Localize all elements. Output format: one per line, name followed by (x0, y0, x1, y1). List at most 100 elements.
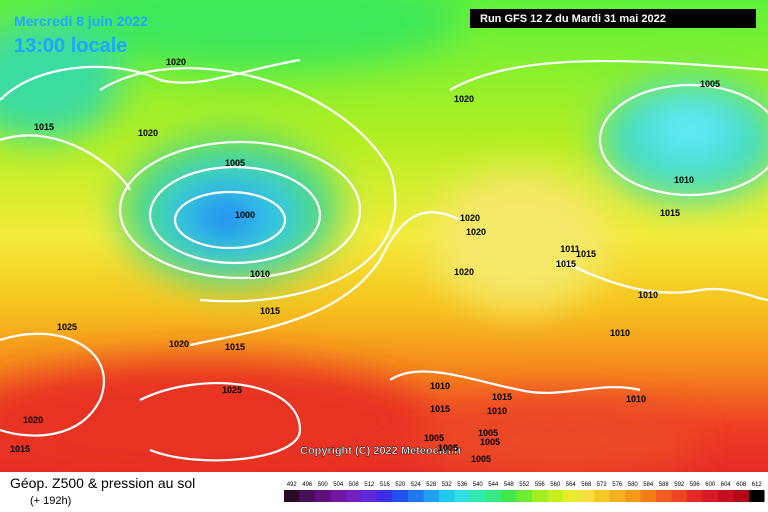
scale-swatch (656, 490, 672, 502)
isobar-label: 1015 (10, 444, 30, 454)
scale-label: 512 (364, 482, 375, 488)
isobar-label: 1010 (610, 328, 630, 338)
scale-swatch (485, 490, 501, 502)
isobar-label: 1005 (478, 428, 498, 438)
isobar-label: 1010 (638, 290, 658, 300)
scale-label: 516 (380, 482, 391, 488)
isobar-label: 1015 (260, 306, 280, 316)
scale-label: 556 (535, 482, 546, 488)
isobar-label: 1010 (487, 406, 507, 416)
scale-swatch (671, 490, 687, 502)
scale-label: 612 (752, 482, 763, 488)
scale-label: 504 (333, 482, 344, 488)
scale-label: 552 (519, 482, 530, 488)
header-date: Mercredi 8 juin 2022 (14, 13, 148, 29)
scale-swatch (423, 490, 439, 502)
isobar-label: 1020 (23, 415, 43, 425)
scale-label: 548 (504, 482, 515, 488)
scale-label: 576 (612, 482, 623, 488)
scale-label: 524 (411, 482, 422, 488)
scale-label: 572 (597, 482, 608, 488)
isobar-label: 1005 (480, 437, 500, 447)
isobar-label: 1005 (471, 454, 491, 464)
run-box (470, 9, 756, 28)
scale-label: 520 (395, 482, 406, 488)
scale-label: 588 (659, 482, 670, 488)
scale-swatch (284, 490, 300, 502)
scale-swatch (516, 490, 532, 502)
scale-label: 568 (581, 482, 592, 488)
scale-swatch (687, 490, 703, 502)
scale-label: 500 (318, 482, 329, 488)
scale-swatch (408, 490, 424, 502)
isobar-label: 1020 (466, 227, 486, 237)
scale-label: 584 (643, 482, 654, 488)
isobar-label: 1005 (438, 443, 458, 453)
scale-label: 544 (488, 482, 499, 488)
scale-swatch (609, 490, 625, 502)
scale-swatch (547, 490, 563, 502)
scale-label: 540 (473, 482, 484, 488)
run-info: Run GFS 12 Z du Mardi 31 mai 2022 (480, 13, 666, 25)
scale-label: 604 (721, 482, 732, 488)
scale-swatch (439, 490, 455, 502)
scale-swatch (377, 490, 393, 502)
scale-swatch (625, 490, 641, 502)
scale-swatch (470, 490, 486, 502)
scale-swatch (749, 490, 765, 502)
footer-lead: (+ 192h) (30, 495, 71, 507)
isobar-label: 1010 (430, 381, 450, 391)
scale-swatch (532, 490, 548, 502)
isobar-label: 1020 (138, 128, 158, 138)
scale-swatch (718, 490, 734, 502)
scale-label: 596 (690, 482, 701, 488)
isobar-label: 1010 (674, 175, 694, 185)
header-time: 13:00 locale (14, 35, 127, 57)
scale-label: 536 (457, 482, 468, 488)
isobar-label: 1020 (454, 94, 474, 104)
isobar-label: 1011 (560, 244, 580, 254)
scale-swatch (702, 490, 718, 502)
footer-title: Géop. Z500 & pression au sol (10, 475, 195, 491)
isobar-label: 1015 (660, 208, 680, 218)
isobar-label: 1005 (424, 433, 444, 443)
isobars (0, 58, 768, 462)
scale-label: 560 (550, 482, 561, 488)
scale-label: 608 (736, 482, 747, 488)
scale-label: 508 (349, 482, 360, 488)
isobar-label: 1010 (250, 269, 270, 279)
isobar-label: 1020 (166, 57, 186, 67)
scale-swatch (299, 490, 315, 502)
isobar-label: 1025 (57, 322, 77, 332)
map-field (0, 0, 768, 480)
isobar-label: 1015 (34, 122, 54, 132)
scale-swatch (640, 490, 656, 502)
isobar-label: 1005 (700, 79, 720, 89)
scale-label: 580 (628, 482, 639, 488)
scale-swatch (454, 490, 470, 502)
scale-label: 564 (566, 482, 577, 488)
isobar-label: 1015 (492, 392, 512, 402)
scale-swatch (578, 490, 594, 502)
isobar-label: 1015 (556, 259, 576, 269)
scale-label: 492 (287, 482, 298, 488)
scale-swatch (501, 490, 517, 502)
isobar-label: 1000 (235, 210, 255, 220)
scale-label: 528 (426, 482, 437, 488)
scale-swatch (563, 490, 579, 502)
scale-swatch (330, 490, 346, 502)
scale-label: 592 (674, 482, 685, 488)
isobar-label: 1015 (430, 404, 450, 414)
scale-label: 496 (302, 482, 313, 488)
scale-swatch (346, 490, 362, 502)
isobar-label: 1020 (460, 213, 480, 223)
isobar-label: 1005 (225, 158, 245, 168)
copyright: Copyright (C) 2022 Meteociel.fr (300, 445, 463, 457)
isobar-label: 1020 (169, 339, 189, 349)
scale-swatch (361, 490, 377, 502)
scale-label: 532 (442, 482, 453, 488)
isobar-label: 1025 (222, 385, 242, 395)
isobar-label: 1015 (225, 342, 245, 352)
